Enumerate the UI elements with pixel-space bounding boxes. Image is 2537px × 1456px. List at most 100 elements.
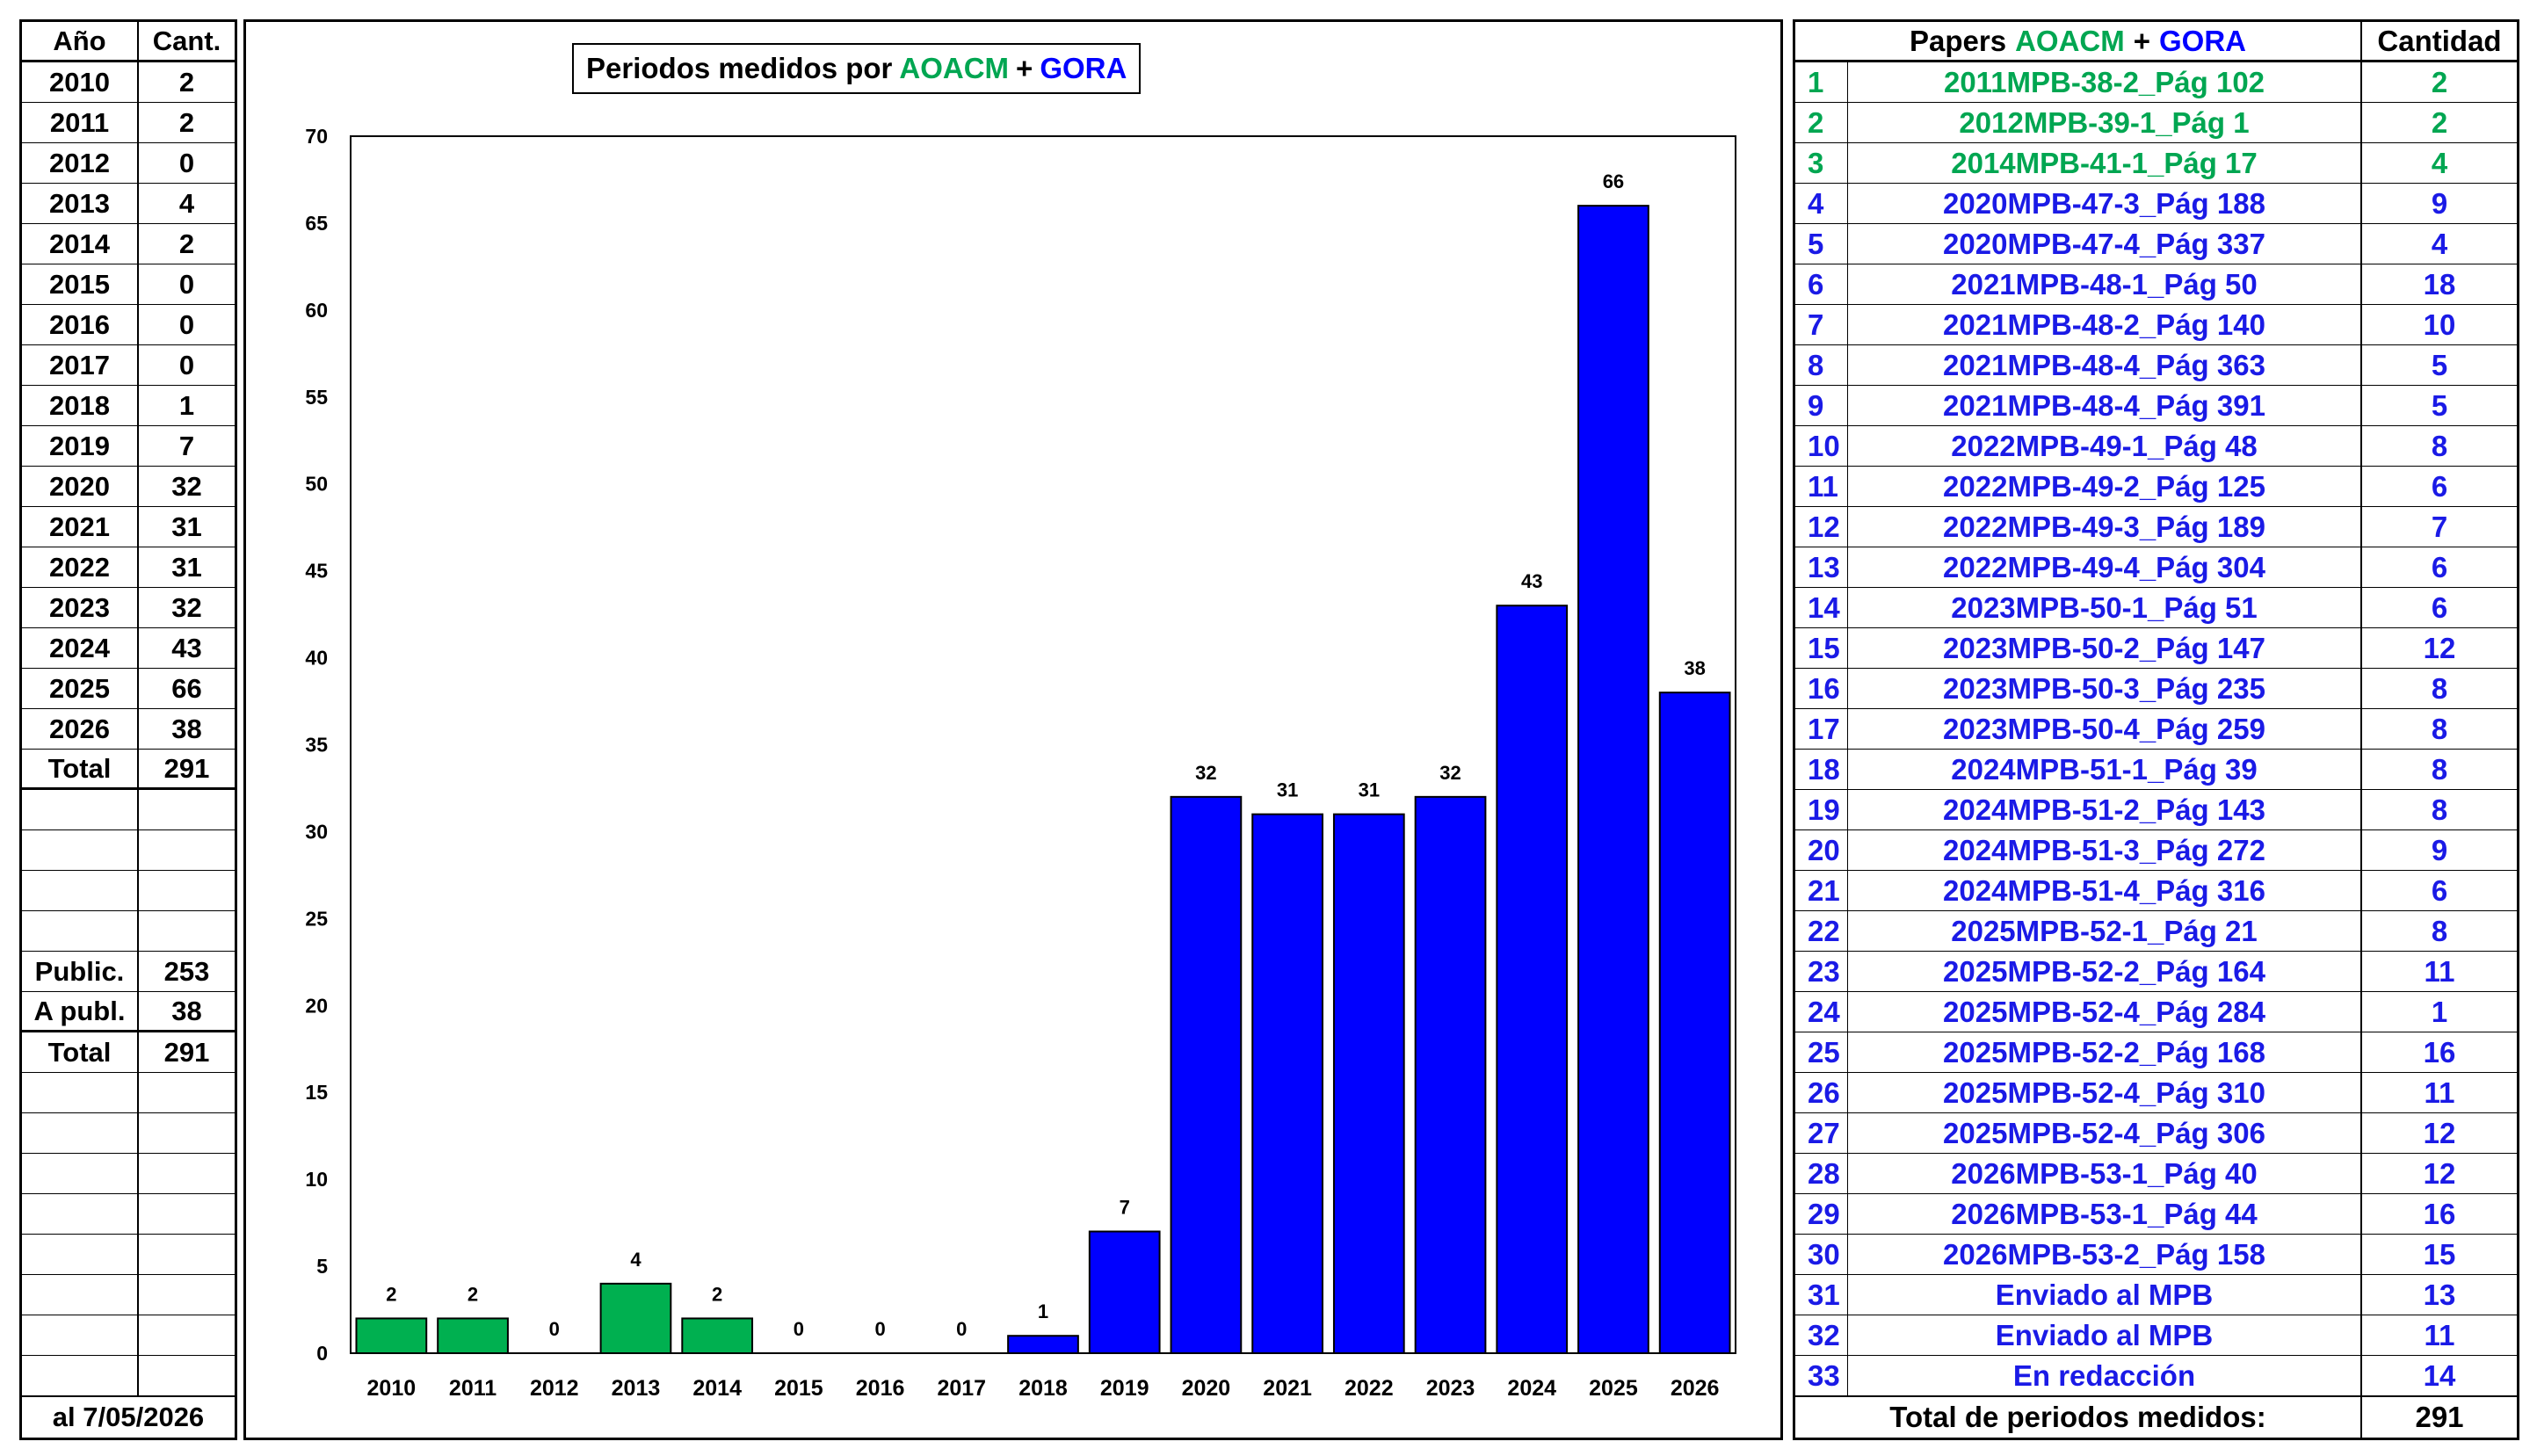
empty-row: [22, 1275, 235, 1315]
paper-quantity: 8: [2431, 671, 2448, 705]
paper-index: 16: [1795, 669, 1848, 708]
empty-row-label: [22, 1154, 139, 1193]
paper-quantity: 18: [2423, 267, 2456, 301]
year-row-value: 2: [178, 66, 195, 98]
chart-title-aoacm: AOACM: [899, 52, 1010, 84]
year-row-value: 31: [171, 551, 202, 583]
x-tick-label: 2023: [1426, 1376, 1475, 1401]
year-row-value: 2: [178, 228, 195, 259]
paper-name: 2024MPB-51-4_Pág 316: [1848, 871, 2362, 910]
paper-index: 5: [1795, 224, 1848, 264]
year-row: 2017 0: [22, 345, 235, 386]
paper-row: 27 2025MPB-52-4_Pág 306 12: [1795, 1113, 2517, 1154]
bar: [355, 1317, 428, 1355]
paper-name: 2023MPB-50-2_Pág 147: [1848, 628, 2362, 668]
y-tick-label: 15: [305, 1081, 328, 1104]
year-row-value: 38: [171, 713, 202, 744]
empty-row-value: [139, 1113, 235, 1153]
paper-index: 25: [1795, 1032, 1848, 1072]
x-tick-label: 2020: [1182, 1376, 1231, 1401]
year-row-value: 0: [178, 268, 195, 300]
chart-title-plus: +: [1016, 52, 1033, 84]
empty-row-label: [22, 911, 139, 951]
paper-index: 11: [1795, 467, 1848, 506]
paper-name: 2025MPB-52-4_Pág 310: [1848, 1073, 2362, 1112]
year-row: 2015 0: [22, 264, 235, 305]
summary-row: Total 291: [22, 1032, 235, 1073]
paper-quantity: 9: [2431, 833, 2448, 866]
empty-row-label: [22, 1113, 139, 1153]
paper-quantity: 2: [2431, 65, 2448, 98]
data-label: 2: [386, 1283, 396, 1305]
paper-quantity: 16: [2423, 1197, 2456, 1230]
year-row: 2010 2: [22, 62, 235, 103]
empty-row-label: [22, 1235, 139, 1274]
empty-row-label: [22, 871, 139, 910]
paper-index: 14: [1795, 588, 1848, 627]
paper-index: 3: [1795, 143, 1848, 183]
date-footer: al 7/05/2026: [22, 1396, 235, 1438]
paper-quantity: 4: [2431, 146, 2448, 179]
year-row: 2018 1: [22, 386, 235, 426]
empty-row-value: [139, 871, 235, 910]
empty-row: [22, 911, 235, 952]
year-row-label: 2023: [22, 588, 139, 627]
year-row-label: 2012: [22, 143, 139, 183]
paper-name: 2024MPB-51-2_Pág 143: [1848, 790, 2362, 829]
papers-header-label: Papers: [1909, 24, 2007, 57]
summary-row-value: 291: [163, 1036, 210, 1068]
papers-header-plus: +: [2133, 24, 2150, 57]
paper-row: 12 2022MPB-49-3_Pág 189 7: [1795, 507, 2517, 547]
year-row: 2019 7: [22, 426, 235, 467]
x-tick-label: 2019: [1100, 1376, 1149, 1401]
paper-row: 4 2020MPB-47-3_Pág 188 9: [1795, 184, 2517, 224]
y-tick-label: 65: [305, 212, 328, 235]
year-row-label: 2010: [22, 62, 139, 102]
paper-row: 28 2026MPB-53-1_Pág 40 12: [1795, 1154, 2517, 1194]
bar: [437, 1317, 509, 1355]
paper-quantity: 9: [2431, 186, 2448, 220]
quantity-header: Cantidad: [2377, 24, 2502, 57]
paper-name: 2026MPB-53-1_Pág 44: [1848, 1194, 2362, 1234]
paper-quantity: 12: [2423, 1116, 2456, 1149]
paper-quantity: 8: [2431, 429, 2448, 462]
data-label: 7: [1120, 1197, 1130, 1219]
paper-index: 17: [1795, 709, 1848, 749]
paper-index: 31: [1795, 1275, 1848, 1315]
paper-row: 3 2014MPB-41-1_Pág 17 4: [1795, 143, 2517, 184]
empty-row: [22, 1356, 235, 1396]
empty-row: [22, 1154, 235, 1194]
paper-row: 29 2026MPB-53-1_Pág 44 16: [1795, 1194, 2517, 1235]
year-row-label: 2017: [22, 345, 139, 385]
paper-name: 2021MPB-48-4_Pág 363: [1848, 345, 2362, 385]
data-label: 32: [1439, 762, 1461, 784]
paper-name: 2024MPB-51-3_Pág 272: [1848, 830, 2362, 870]
paper-index: 27: [1795, 1113, 1848, 1153]
empty-row: [22, 1235, 235, 1275]
paper-row: 31 Enviado al MPB 13: [1795, 1275, 2517, 1315]
year-row-label: 2021: [22, 507, 139, 547]
paper-index: 7: [1795, 305, 1848, 344]
summary-row: A publ. 38: [22, 992, 235, 1032]
paper-index: 30: [1795, 1235, 1848, 1274]
paper-name: 2026MPB-53-2_Pág 158: [1848, 1235, 2362, 1274]
paper-name: 2022MPB-49-4_Pág 304: [1848, 547, 2362, 587]
empty-row-label: [22, 1194, 139, 1234]
data-label: 0: [794, 1318, 804, 1340]
paper-index: 4: [1795, 184, 1848, 223]
paper-row: 25 2025MPB-52-2_Pág 168 16: [1795, 1032, 2517, 1073]
y-tick-label: 50: [305, 473, 328, 496]
empty-row: [22, 830, 235, 871]
year-row-label: 2020: [22, 467, 139, 506]
y-tick-label: 5: [316, 1255, 328, 1278]
paper-name: 2020MPB-47-3_Pág 188: [1848, 184, 2362, 223]
paper-quantity: 12: [2423, 1156, 2456, 1190]
paper-index: 13: [1795, 547, 1848, 587]
paper-quantity: 8: [2431, 752, 2448, 786]
paper-row: 1 2011MPB-38-2_Pág 102 2: [1795, 62, 2517, 103]
papers-total-row: Total de periodos medidos: 291: [1795, 1396, 2517, 1438]
y-tick-label: 10: [305, 1168, 328, 1191]
paper-name: 2023MPB-50-4_Pág 259: [1848, 709, 2362, 749]
paper-row: 7 2021MPB-48-2_Pág 140 10: [1795, 305, 2517, 345]
bar: [1577, 205, 1649, 1355]
